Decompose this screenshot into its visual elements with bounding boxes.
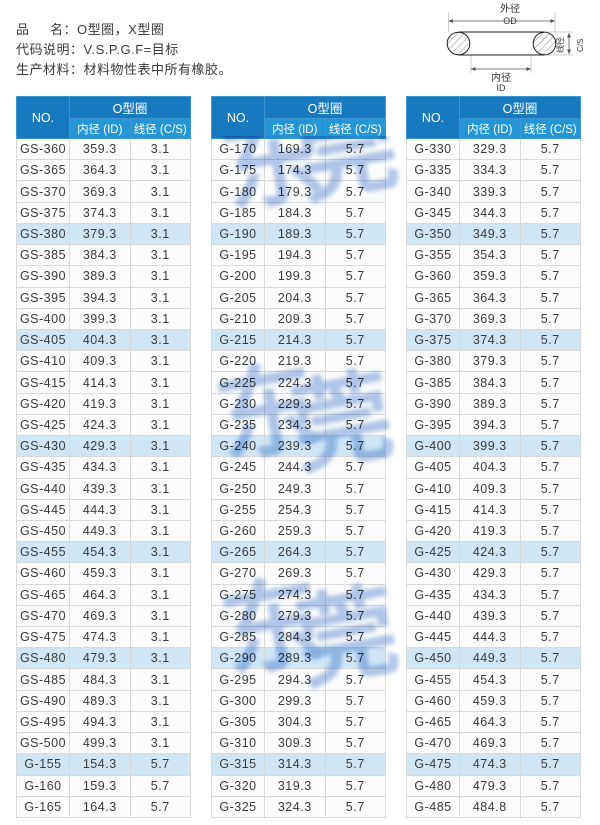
svg-text:C/S: C/S	[576, 39, 585, 52]
svg-text:ID: ID	[497, 83, 507, 93]
svg-text:外径: 外径	[500, 2, 520, 15]
svg-text:线径: 线径	[555, 37, 565, 53]
